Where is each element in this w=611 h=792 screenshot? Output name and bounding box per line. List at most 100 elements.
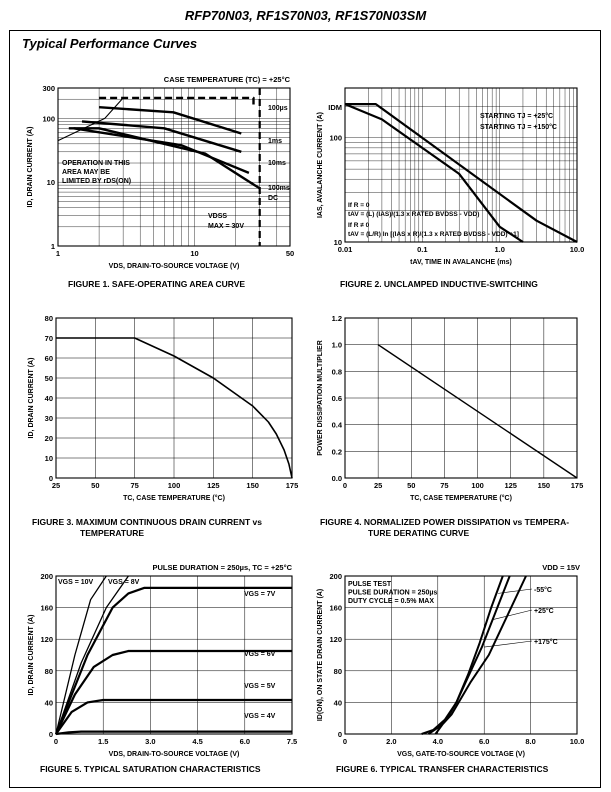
- fig3-xtick-label-6: 175: [286, 481, 299, 490]
- fig4-xtick-label-1: 25: [374, 481, 382, 490]
- fig2-idm-label: IDM: [328, 103, 342, 112]
- fig4-caption-line1: FIGURE 4. NORMALIZED POWER DISSIPATION v…: [320, 517, 570, 527]
- fig6-note-2: DUTY CYCLE = 0.5% MAX: [348, 598, 434, 605]
- fig5-xtick-label-0: 0: [54, 737, 58, 746]
- fig1-ytick-label-0: 1: [51, 242, 55, 251]
- fig3-ytick-label-5: 50: [45, 374, 53, 383]
- fig3-xtick-label-1: 50: [91, 481, 99, 490]
- fig5-xtick-label-4: 6.0: [240, 737, 250, 746]
- fig1-series-1: [99, 106, 242, 135]
- fig4-xtick-label-2: 50: [407, 481, 415, 490]
- fig6-note-0: PULSE TEST: [348, 581, 392, 588]
- fig1-limit-note-1: OPERATION IN THIS: [62, 160, 130, 167]
- fig2-t25-label: STARTING TJ = +25°C: [480, 112, 553, 120]
- fig6-xtick-label-5: 10.0: [570, 737, 585, 746]
- fig5-series-label-3: VGS = 6V: [244, 651, 276, 658]
- fig1-xtick-label-0: 1: [56, 249, 60, 258]
- fig6-series-label-0: -55°C: [534, 586, 552, 594]
- fig2-formula-4: tAV = (L/R) ln [(IAS x R)/(1.3 x RATED B…: [348, 231, 519, 238]
- fig3-xaxis-label: TC, CASE TEMPERATURE (°C): [123, 494, 225, 502]
- fig1-ytick-label-1: 10: [47, 178, 55, 187]
- fig6-xtick-label-2: 4.0: [433, 737, 443, 746]
- fig6-series-1: [427, 575, 511, 735]
- fig2-series-1: [344, 103, 524, 243]
- fig3-ytick-label-1: 10: [45, 454, 53, 463]
- fig5-ytick-label-1: 40: [45, 698, 53, 707]
- fig6-caption: FIGURE 6. TYPICAL TRANSFER CHARACTERISTI…: [336, 764, 549, 774]
- fig4-ytick-label-0: 0.0: [332, 474, 342, 483]
- fig5-xaxis-label: VDS, DRAIN-TO-SOURCE VOLTAGE (V): [109, 751, 240, 758]
- fig1-xaxis-label: VDS, DRAIN-TO-SOURCE VOLTAGE (V): [109, 263, 240, 270]
- fig3-xtick-label-3: 100: [168, 481, 181, 490]
- fig4-ytick-label-4: 0.8: [332, 367, 342, 376]
- fig4-xtick-label-0: 0: [343, 481, 347, 490]
- fig1-series-2: [81, 120, 242, 153]
- fig6-yaxis-label: ID(ON), ON STATE DRAIN CURRENT (A): [317, 589, 324, 721]
- fig2-plot-area: [344, 87, 578, 243]
- fig1-series-5: [57, 97, 124, 142]
- fig4-series-0: [377, 344, 578, 479]
- fig1-series-label-0: 100µs: [268, 105, 288, 112]
- fig1-xtick-label-1: 10: [190, 249, 198, 258]
- fig4-xaxis-label: TC, CASE TEMPERATURE (°C): [410, 494, 512, 502]
- fig5-xtick-label-2: 3.0: [145, 737, 155, 746]
- fig2-xaxis-label: tAV, TIME IN AVALANCHE (ms): [410, 259, 512, 266]
- fig2-xtick-label-2: 1.0: [494, 245, 504, 254]
- fig4-caption-line2: TURE DERATING CURVE: [368, 528, 470, 538]
- fig4-xtick-label-7: 175: [571, 481, 584, 490]
- fig2-ytick-label-1: 100: [329, 134, 342, 143]
- fig2-formula-2: tAV = (L) (IAS)/(1.3 x RATED BVDSS - VDD…: [348, 211, 479, 218]
- fig6-xaxis-label: VGS, GATE-TO-SOURCE VOLTAGE (V): [397, 751, 525, 758]
- fig6-series-label-1: +25°C: [534, 607, 554, 615]
- fig3-yaxis-label: ID, DRAIN CURRENT (A): [28, 358, 35, 439]
- fig5-series-label-5: VGS = 4V: [244, 713, 276, 720]
- fig3-ytick-label-7: 70: [45, 334, 53, 343]
- fig1-case-temp-label: CASE TEMPERATURE (TC) = +25°C: [164, 75, 291, 84]
- fig3-ytick-label-2: 20: [45, 434, 53, 443]
- fig3-caption-line1: FIGURE 3. MAXIMUM CONTINUOUS DRAIN CURRE…: [32, 517, 262, 527]
- fig6-xtick-label-0: 0: [343, 737, 347, 746]
- fig1-series-label-3: 100ms: [268, 185, 290, 192]
- fig2-t150-label: STARTING TJ = +150°C: [480, 123, 557, 131]
- fig6-plot-area: [344, 575, 578, 735]
- fig1-plot-area: [57, 87, 291, 247]
- fig5-series-label-2: VGS = 7V: [244, 591, 276, 598]
- fig4-plot-area: [344, 317, 578, 479]
- fig5-ytick-label-2: 80: [45, 667, 53, 676]
- fig3-xtick-label-2: 75: [130, 481, 138, 490]
- fig1-ytick-label-3: 300: [42, 84, 55, 93]
- fig3-xtick-label-4: 125: [207, 481, 220, 490]
- fig4-ytick-label-5: 1.0: [332, 341, 342, 350]
- fig4-ytick-label-6: 1.2: [332, 314, 342, 323]
- fig5-xtick-label-1: 1.5: [98, 737, 108, 746]
- fig3-ytick-label-8: 80: [45, 314, 53, 323]
- fig1-vdss-max-label: MAX = 30V: [208, 223, 244, 230]
- figure-frame: [9, 30, 601, 788]
- fig6-ytick-label-0: 0: [338, 730, 342, 739]
- fig6-ytick-label-4: 160: [329, 604, 342, 613]
- fig5-xtick-label-3: 4.5: [192, 737, 202, 746]
- fig5-plot-area: [55, 575, 293, 735]
- fig4-ytick-label-1: 0.2: [332, 447, 342, 456]
- fig4-xtick-label-3: 75: [440, 481, 448, 490]
- fig2-yaxis-label: IAS, AVALANCHE CURRENT (A): [317, 112, 324, 218]
- fig1-vdss-label: VDSS: [208, 213, 227, 220]
- fig3-ytick-label-4: 40: [45, 394, 53, 403]
- fig5-series-3: [55, 649, 292, 735]
- fig2-formula-3: If R ≠ 0: [348, 222, 370, 229]
- fig5-pulse-label: PULSE DURATION = 250µs, TC = +25°C: [152, 563, 292, 572]
- fig6-xtick-label-3: 6.0: [479, 737, 489, 746]
- fig5-series-label-0: VGS = 10V: [58, 579, 94, 586]
- fig5-series-label-4: VGS = 5V: [244, 683, 276, 690]
- fig4-ytick-label-3: 0.6: [332, 394, 342, 403]
- fig5-series-1: [55, 575, 129, 735]
- fig6-leader-2: [484, 640, 533, 648]
- fig2-formula-1: If R = 0: [348, 202, 370, 209]
- fig1-series-3: [73, 127, 250, 175]
- fig5-ytick-label-5: 200: [40, 572, 53, 581]
- fig3-ytick-label-0: 0: [49, 474, 53, 483]
- fig2-series-0: [345, 102, 578, 243]
- fig2-ytick-label-0: 10: [334, 238, 342, 247]
- fig6-series-2: [434, 575, 527, 735]
